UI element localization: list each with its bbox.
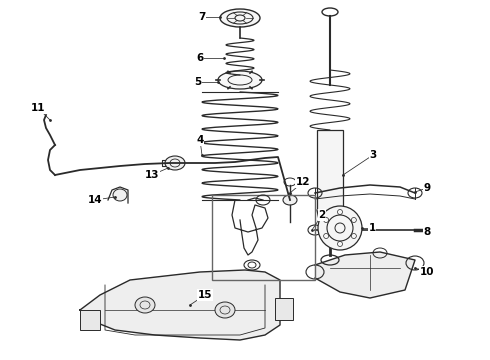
Bar xyxy=(80,310,100,330)
Bar xyxy=(317,130,343,210)
Text: 7: 7 xyxy=(198,12,206,22)
Text: 8: 8 xyxy=(423,227,431,237)
Polygon shape xyxy=(80,270,280,340)
Ellipse shape xyxy=(318,206,362,250)
Ellipse shape xyxy=(135,297,155,313)
Ellipse shape xyxy=(218,71,262,89)
Text: 10: 10 xyxy=(420,267,434,277)
Ellipse shape xyxy=(165,156,185,170)
Polygon shape xyxy=(317,210,343,225)
Text: 3: 3 xyxy=(369,150,377,160)
Text: 2: 2 xyxy=(318,210,326,220)
Polygon shape xyxy=(315,252,415,298)
Ellipse shape xyxy=(220,9,260,27)
Ellipse shape xyxy=(215,302,235,318)
Bar xyxy=(275,298,293,320)
Text: 13: 13 xyxy=(145,170,159,180)
Text: 14: 14 xyxy=(88,195,102,205)
Ellipse shape xyxy=(283,195,297,205)
Ellipse shape xyxy=(113,189,127,201)
Text: 5: 5 xyxy=(195,77,201,87)
Text: 9: 9 xyxy=(423,183,431,193)
Text: 1: 1 xyxy=(368,223,376,233)
Text: 6: 6 xyxy=(196,53,204,63)
Bar xyxy=(212,195,315,280)
Text: 11: 11 xyxy=(31,103,45,113)
Text: 4: 4 xyxy=(196,135,204,145)
Text: 12: 12 xyxy=(296,177,310,187)
Text: 15: 15 xyxy=(198,290,212,300)
